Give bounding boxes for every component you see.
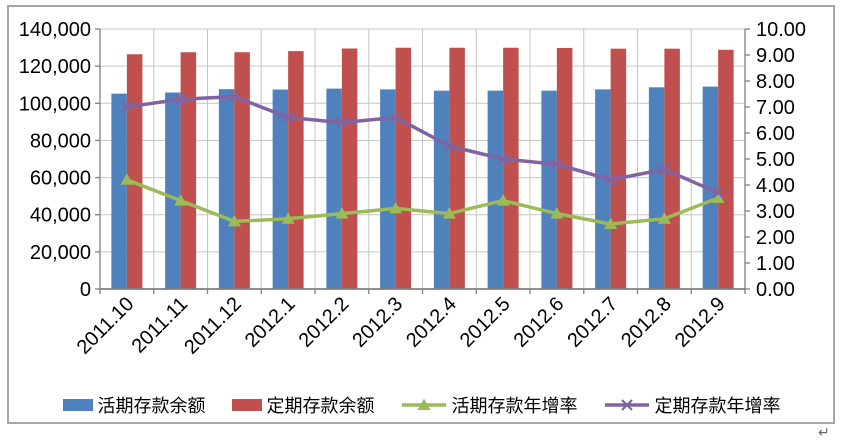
demand_balance-bar (326, 88, 342, 289)
right-axis-tick-label: 4.00 (756, 175, 795, 197)
time_balance-bar (395, 47, 412, 289)
time_balance-bar (234, 52, 250, 289)
legend-item-time_balance: 定期存款余额 (231, 392, 375, 418)
left-axis-tick-label: 80,000 (30, 130, 91, 152)
time_growth-marker (712, 187, 724, 199)
right-axis-tick-label: 7.00 (756, 97, 795, 119)
demand_growth-legend-marker (417, 398, 430, 410)
time_growth-marker (497, 153, 509, 165)
legend-label-demand_balance: 活期存款余额 (97, 396, 206, 416)
legend-swatch-demand_growth (401, 398, 446, 410)
time_growth-marker (336, 116, 348, 129)
legend-item-demand_balance: 活期存款余额 (62, 392, 206, 418)
time_growth-marker (228, 90, 241, 103)
legend-swatch-time_growth (604, 399, 649, 411)
time_balance-bar (288, 51, 304, 289)
left-axis-tick-label: 60,000 (30, 168, 91, 190)
left-axis-tick-label: 120,000 (19, 56, 91, 78)
right-axis-tick-label: 10.00 (756, 19, 806, 41)
demand_growth-marker (550, 207, 564, 219)
legend-label-demand_growth: 活期存款年增率 (451, 396, 578, 416)
time_growth-marker (551, 158, 563, 170)
time_balance-bar (341, 48, 358, 289)
demand_balance-bar (541, 90, 557, 290)
demand_balance-bar (165, 92, 181, 289)
time_balance-bar (503, 47, 519, 289)
left-axis-tick-label: 100,000 (19, 93, 91, 115)
right-axis-tick-label: 6.00 (756, 123, 795, 145)
right-axis-tick-label: 0.00 (756, 279, 795, 301)
demand_balance-bar (218, 89, 235, 290)
demand_growth-line (125, 178, 720, 226)
time_balance-bar (664, 48, 680, 289)
legend-label-time_growth: 定期存款年增率 (654, 396, 781, 416)
demand_balance-bar (595, 89, 611, 289)
demand_balance-legend-swatch (62, 399, 93, 411)
demand_growth-marker (442, 207, 456, 219)
right-axis-tick-label: 2.00 (756, 227, 795, 249)
right-axis-tick-label: 5.00 (756, 149, 795, 171)
right-axis-tick-label: 8.00 (756, 71, 795, 93)
legend-item-demand_growth: 活期存款年增率 (401, 392, 578, 418)
demand_growth-marker (227, 214, 241, 227)
time_balance-bar (610, 48, 627, 289)
legend-label-time_balance: 定期存款余额 (266, 396, 375, 416)
demand_growth-marker (496, 194, 510, 206)
time_growth-marker (282, 111, 294, 124)
time_balance-legend-swatch (231, 399, 262, 411)
demand_balance-bar (380, 89, 396, 289)
demand_balance-bar (272, 89, 289, 290)
time_growth-line (125, 94, 720, 195)
left-axis-tick-label: 0 (80, 279, 91, 301)
chart-legend: 活期存款余额 定期存款余额 活期存款年增率 定期存款年增率 (16, 388, 827, 422)
demand_balance-bar (487, 90, 504, 290)
time_growth-marker (443, 140, 456, 152)
right-axis-tick-label: 1.00 (756, 253, 795, 275)
left-axis-tick-label: 20,000 (30, 242, 91, 264)
demand_growth-marker (389, 201, 403, 214)
demand_growth-marker (335, 207, 349, 219)
left-axis-tick-label: 40,000 (30, 205, 91, 227)
time_balance-bar (449, 47, 465, 289)
demand_growth-marker (174, 194, 188, 206)
right-axis-tick-label: 3.00 (756, 201, 795, 223)
legend-item-time_growth: 定期存款年增率 (604, 392, 781, 418)
demand_growth-marker (657, 212, 671, 224)
time_balance-bar (718, 49, 734, 289)
time_growth-marker (121, 101, 133, 113)
legend-swatch-time_balance (231, 399, 262, 411)
demand_balance-bar (111, 93, 127, 289)
demand_growth-marker (604, 217, 618, 229)
demand_balance-bar (433, 90, 450, 290)
time_growth-marker (174, 93, 187, 105)
demand_growth-marker (711, 191, 725, 203)
time_balance-bar (126, 54, 143, 289)
legend-swatch-demand_balance (62, 399, 93, 411)
time_growth-legend-marker (620, 399, 633, 411)
time_balance-bar (556, 47, 573, 289)
demand_balance-bar (648, 87, 665, 289)
line-break-mark: ↵ (818, 424, 830, 440)
demand_growth-marker (120, 173, 134, 185)
demand_growth-marker (281, 212, 295, 224)
time_growth-marker (389, 111, 402, 124)
time_balance-bar (180, 52, 197, 289)
time_growth-marker (604, 174, 617, 186)
right-axis-tick-label: 9.00 (756, 45, 795, 67)
left-axis-tick-label: 140,000 (19, 19, 91, 41)
time_growth-marker (658, 163, 671, 176)
